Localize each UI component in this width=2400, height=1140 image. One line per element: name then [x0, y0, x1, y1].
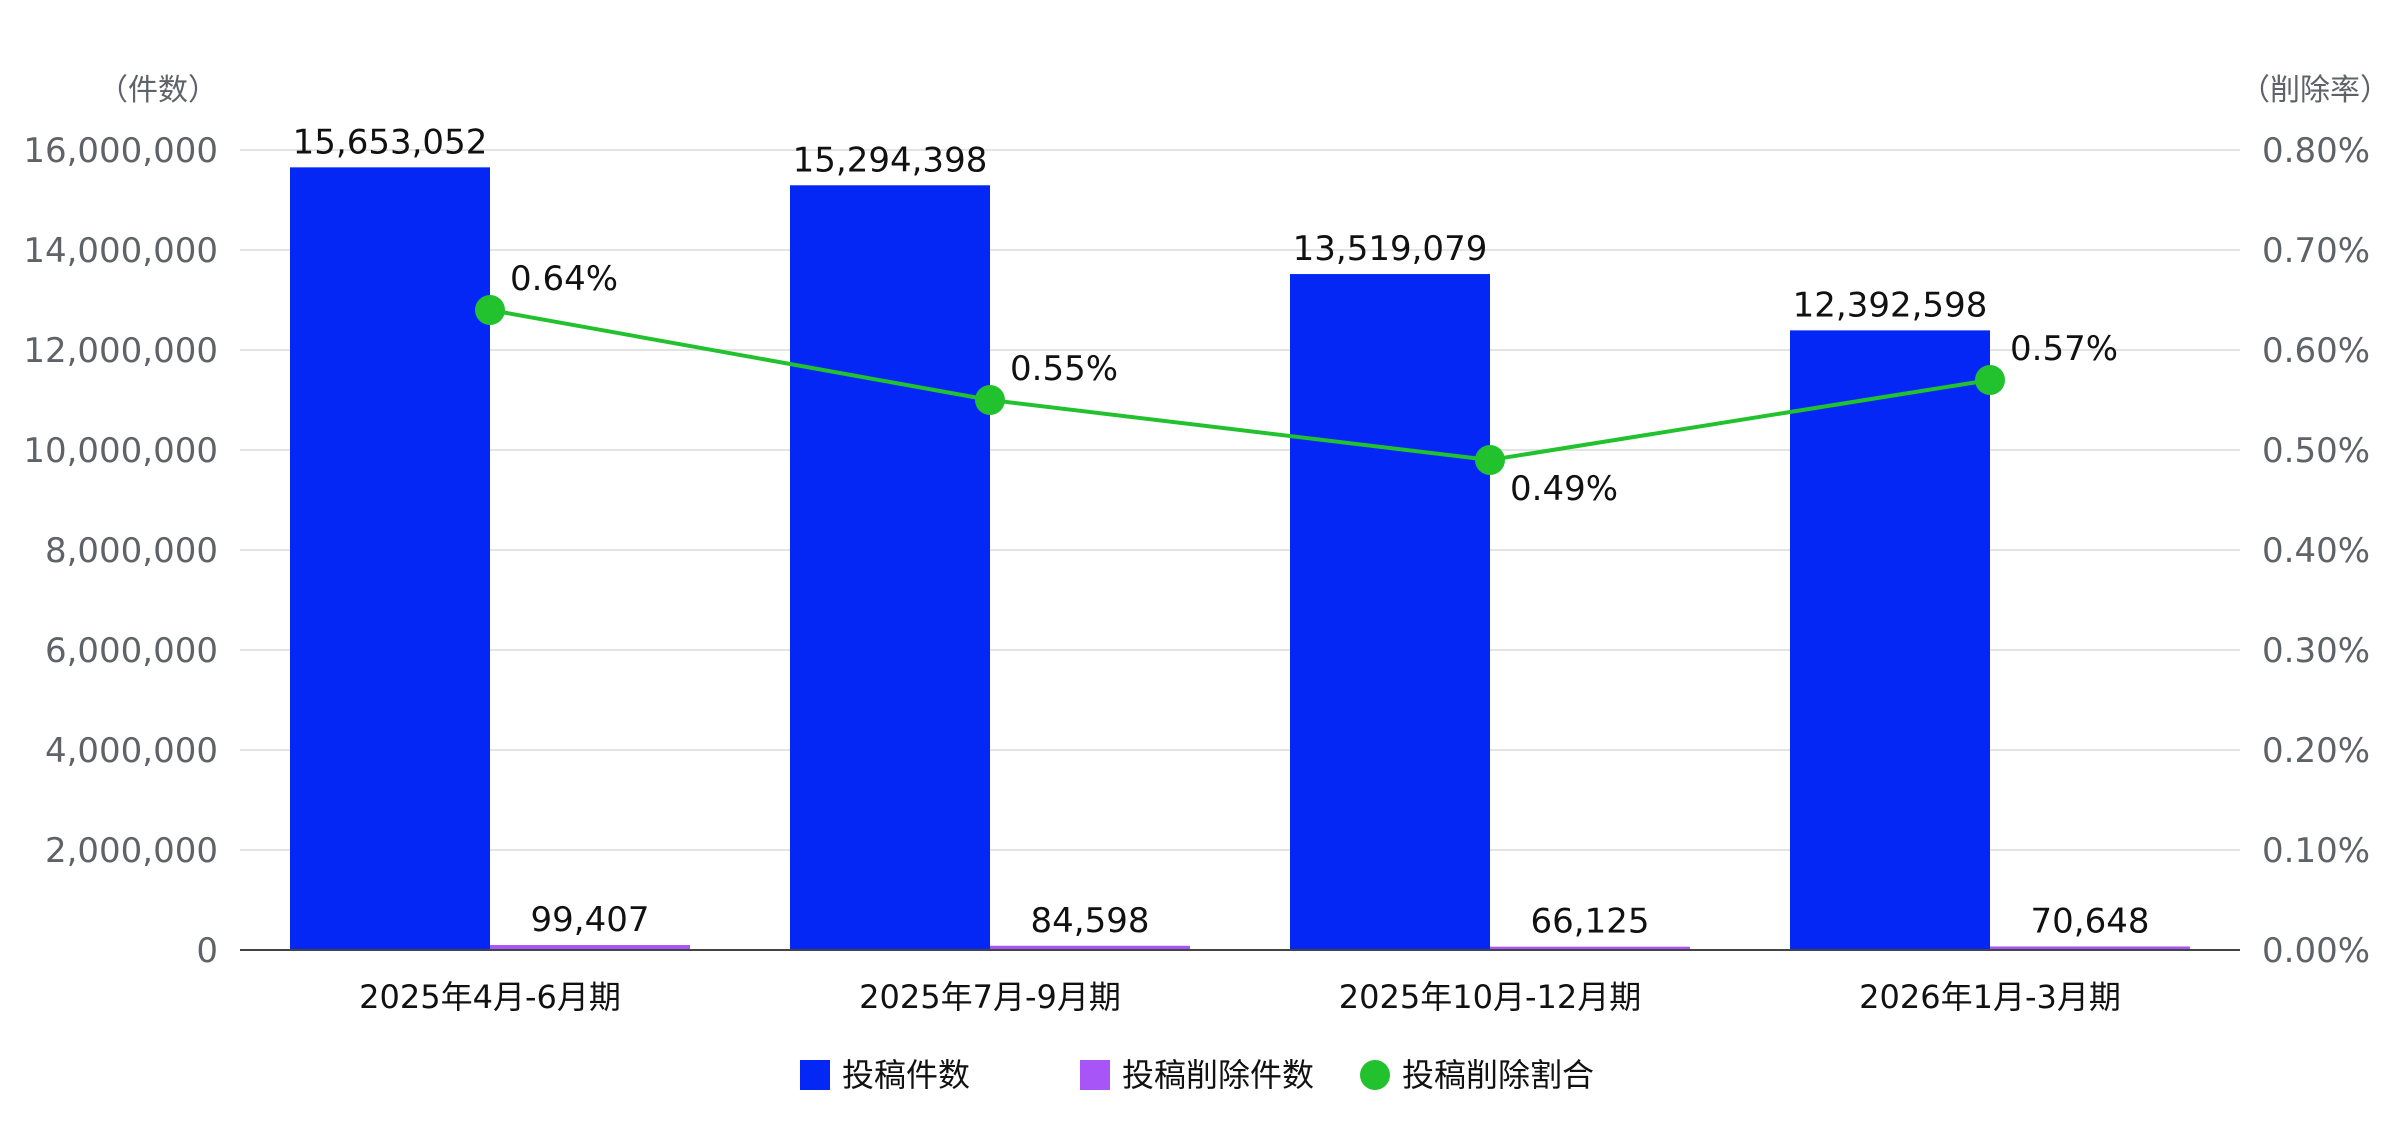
legend-item[interactable]: 投稿件数: [800, 1056, 970, 1094]
right-tick-label: 0.00%: [2262, 931, 2370, 971]
bar-deleted-count[interactable]: [990, 945, 1190, 950]
bar-deleted-count[interactable]: [490, 945, 690, 950]
right-tick-label: 0.30%: [2262, 631, 2370, 671]
left-tick-label: 16,000,000: [23, 131, 218, 171]
right-axis: 0.00% 0.10% 0.20% 0.30% 0.40% 0.50% 0.60% 0.70%…: [2240, 73, 2390, 971]
data-labels: 15,653,052 15,294,398 13,519,079 12,392,598…: [293, 122, 2150, 941]
category-label: 2025年10月-12月期: [1339, 978, 1641, 1016]
bar-post-count[interactable]: [790, 185, 990, 951]
category-label: 2025年7月-9月期: [859, 978, 1121, 1016]
deleted-count-label: 99,407: [531, 900, 650, 940]
legend-item[interactable]: 投稿削除割合: [1360, 1056, 1594, 1094]
post-count-label: 12,392,598: [1793, 285, 1988, 325]
category-label: 2025年4月-6月期: [359, 978, 621, 1016]
bars: [290, 167, 2190, 951]
bar-deleted-count[interactable]: [1490, 946, 1690, 950]
right-tick-label: 0.70%: [2262, 231, 2370, 271]
deleted-count-label: 70,648: [2031, 901, 2150, 941]
ratio-point[interactable]: [975, 385, 1005, 415]
right-tick-label: 0.60%: [2262, 331, 2370, 371]
left-tick-label: 10,000,000: [23, 431, 218, 471]
legend-label: 投稿削除割合: [1402, 1056, 1594, 1094]
right-tick-label: 0.10%: [2262, 831, 2370, 871]
legend-marker-square: [800, 1060, 830, 1090]
ratio-point[interactable]: [1975, 365, 2005, 395]
left-tick-label: 4,000,000: [45, 731, 218, 771]
legend-marker-square: [1080, 1060, 1110, 1090]
left-tick-label: 12,000,000: [23, 331, 218, 371]
ratio-line: [475, 295, 2005, 475]
deleted-count-label: 84,598: [1031, 901, 1150, 941]
left-tick-label: 8,000,000: [45, 531, 218, 571]
post-count-label: 15,294,398: [793, 140, 988, 180]
bar-post-count[interactable]: [1790, 330, 1990, 950]
deleted-count-label: 66,125: [1531, 902, 1650, 942]
x-axis: 2025年4月-6月期 2025年7月-9月期 2025年10月-12月期 2026年…: [359, 978, 2121, 1016]
left-axis-unit: （件数）: [98, 73, 218, 108]
legend-item[interactable]: 投稿削除件数: [1080, 1056, 1314, 1094]
legend-label: 投稿件数: [842, 1056, 970, 1094]
right-axis-unit: （削除率）: [2240, 73, 2390, 108]
post-count-label: 15,653,052: [293, 122, 488, 162]
right-tick-label: 0.20%: [2262, 731, 2370, 771]
left-axis: 0 2,000,000 4,000,000 6,000,000 8,000,000 10,…: [23, 73, 218, 971]
legend-label: 投稿削除件数: [1122, 1056, 1314, 1094]
right-tick-label: 0.50%: [2262, 431, 2370, 471]
bar-post-count[interactable]: [290, 167, 490, 950]
right-tick-label: 0.80%: [2262, 131, 2370, 171]
left-tick-label: 6,000,000: [45, 631, 218, 671]
ratio-point[interactable]: [475, 295, 505, 325]
legend-marker-circle: [1360, 1060, 1390, 1090]
left-tick-label: 2,000,000: [45, 831, 218, 871]
gridlines: [240, 149, 2240, 851]
ratio-label: 0.64%: [510, 259, 618, 299]
left-tick-label: 0: [196, 931, 218, 971]
left-tick-label: 14,000,000: [23, 231, 218, 271]
right-tick-label: 0.40%: [2262, 531, 2370, 571]
bar-post-count[interactable]: [1290, 274, 1490, 951]
ratio-label: 0.57%: [2010, 329, 2118, 369]
bar-deleted-count[interactable]: [1990, 946, 2190, 950]
post-count-label: 13,519,079: [1293, 229, 1488, 269]
category-label: 2026年1月-3月期: [1859, 978, 2121, 1016]
ratio-line-path: [489, 308, 1991, 463]
ratio-label: 0.55%: [1010, 349, 1118, 389]
legend[interactable]: 投稿件数 投稿削除件数 投稿削除割合: [800, 1056, 1594, 1094]
ratio-label: 0.49%: [1510, 469, 1618, 509]
ratio-point[interactable]: [1475, 445, 1505, 475]
